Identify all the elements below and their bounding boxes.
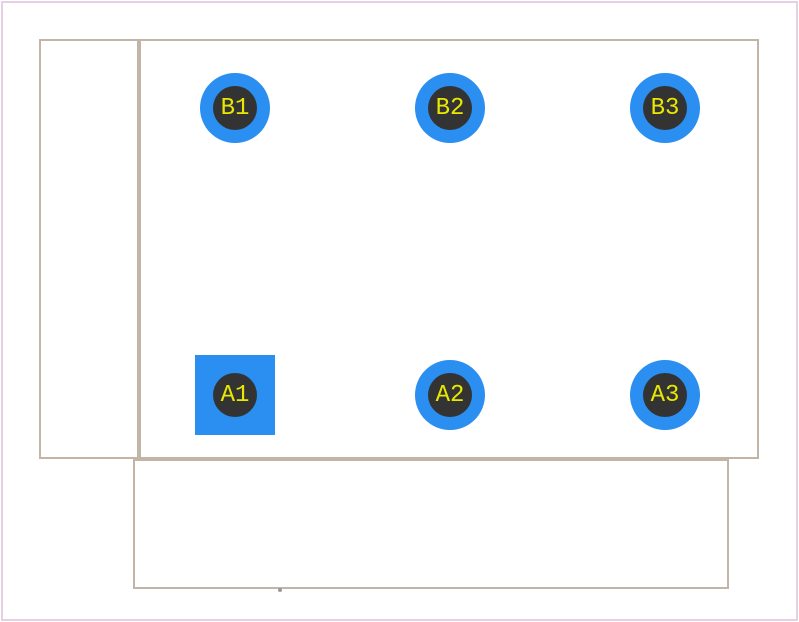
pad-label-b1: B1: [221, 95, 250, 122]
pad-label-a2: A2: [436, 382, 465, 409]
reference-dot: [278, 588, 282, 592]
pad-hole-a3: A3: [643, 373, 687, 417]
pad-label-a1: A1: [221, 382, 250, 409]
pad-a1: A1: [195, 355, 275, 435]
pad-hole-a1: A1: [213, 373, 257, 417]
pad-a2: A2: [415, 360, 485, 430]
pad-a3: A3: [630, 360, 700, 430]
outline-rect-2: [133, 459, 729, 589]
pad-label-a3: A3: [651, 382, 680, 409]
pad-b2: B2: [415, 73, 485, 143]
pad-hole-b1: B1: [213, 86, 257, 130]
footprint-canvas: B1 B2 B3 A1 A2 A3: [0, 0, 799, 622]
pad-hole-a2: A2: [428, 373, 472, 417]
pad-hole-b3: B3: [643, 86, 687, 130]
pad-hole-b2: B2: [428, 86, 472, 130]
outline-rect-0: [39, 39, 139, 459]
pad-b1: B1: [200, 73, 270, 143]
pad-b3: B3: [630, 73, 700, 143]
pad-label-b2: B2: [436, 95, 465, 122]
pad-label-b3: B3: [651, 95, 680, 122]
